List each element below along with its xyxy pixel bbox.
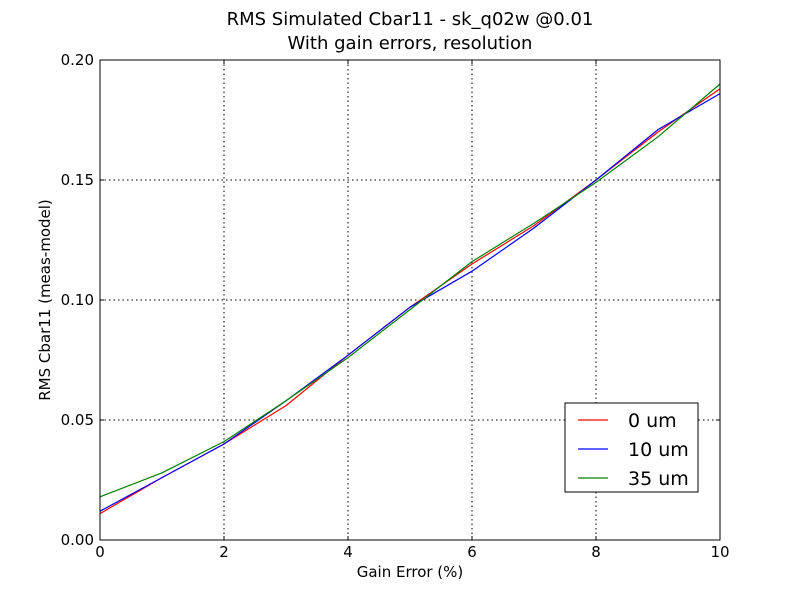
x-tick-label: 10 — [710, 543, 729, 561]
chart-title: RMS Simulated Cbar11 - sk_q02w @0.01 — [227, 9, 594, 30]
grid-lines — [100, 60, 720, 540]
y-axis-label: RMS Cbar11 (meas-model) — [36, 199, 54, 401]
y-tick-label: 0.20 — [61, 51, 94, 69]
series-lines — [99, 83, 721, 515]
tick-labels: 0 2 4 6 8 10 0.00 0.05 0.10 0.15 0.20 — [61, 51, 730, 561]
legend-label: 0 um — [628, 410, 677, 432]
y-tick-label: 0.00 — [61, 531, 94, 549]
x-tick-label: 0 — [95, 543, 105, 561]
y-tick-label: 0.15 — [61, 171, 94, 189]
x-axis-label: Gain Error (%) — [357, 563, 464, 581]
series-line-35-um — [99, 83, 721, 498]
y-tick-label: 0.10 — [61, 291, 94, 309]
x-tick-label: 4 — [343, 543, 353, 561]
x-tick-label: 2 — [219, 543, 229, 561]
x-tick-label: 6 — [467, 543, 477, 561]
x-tick-label: 8 — [591, 543, 601, 561]
y-tick-label: 0.05 — [61, 411, 94, 429]
legend-label: 35 um — [628, 468, 689, 490]
legend-label: 10 um — [628, 439, 689, 461]
axis-ticks — [99, 59, 721, 541]
chart-subtitle: With gain errors, resolution — [288, 33, 533, 54]
legend-box — [564, 402, 699, 493]
legend: 0 um 10 um 35 um — [564, 402, 699, 493]
series-line-10-um — [99, 93, 721, 512]
